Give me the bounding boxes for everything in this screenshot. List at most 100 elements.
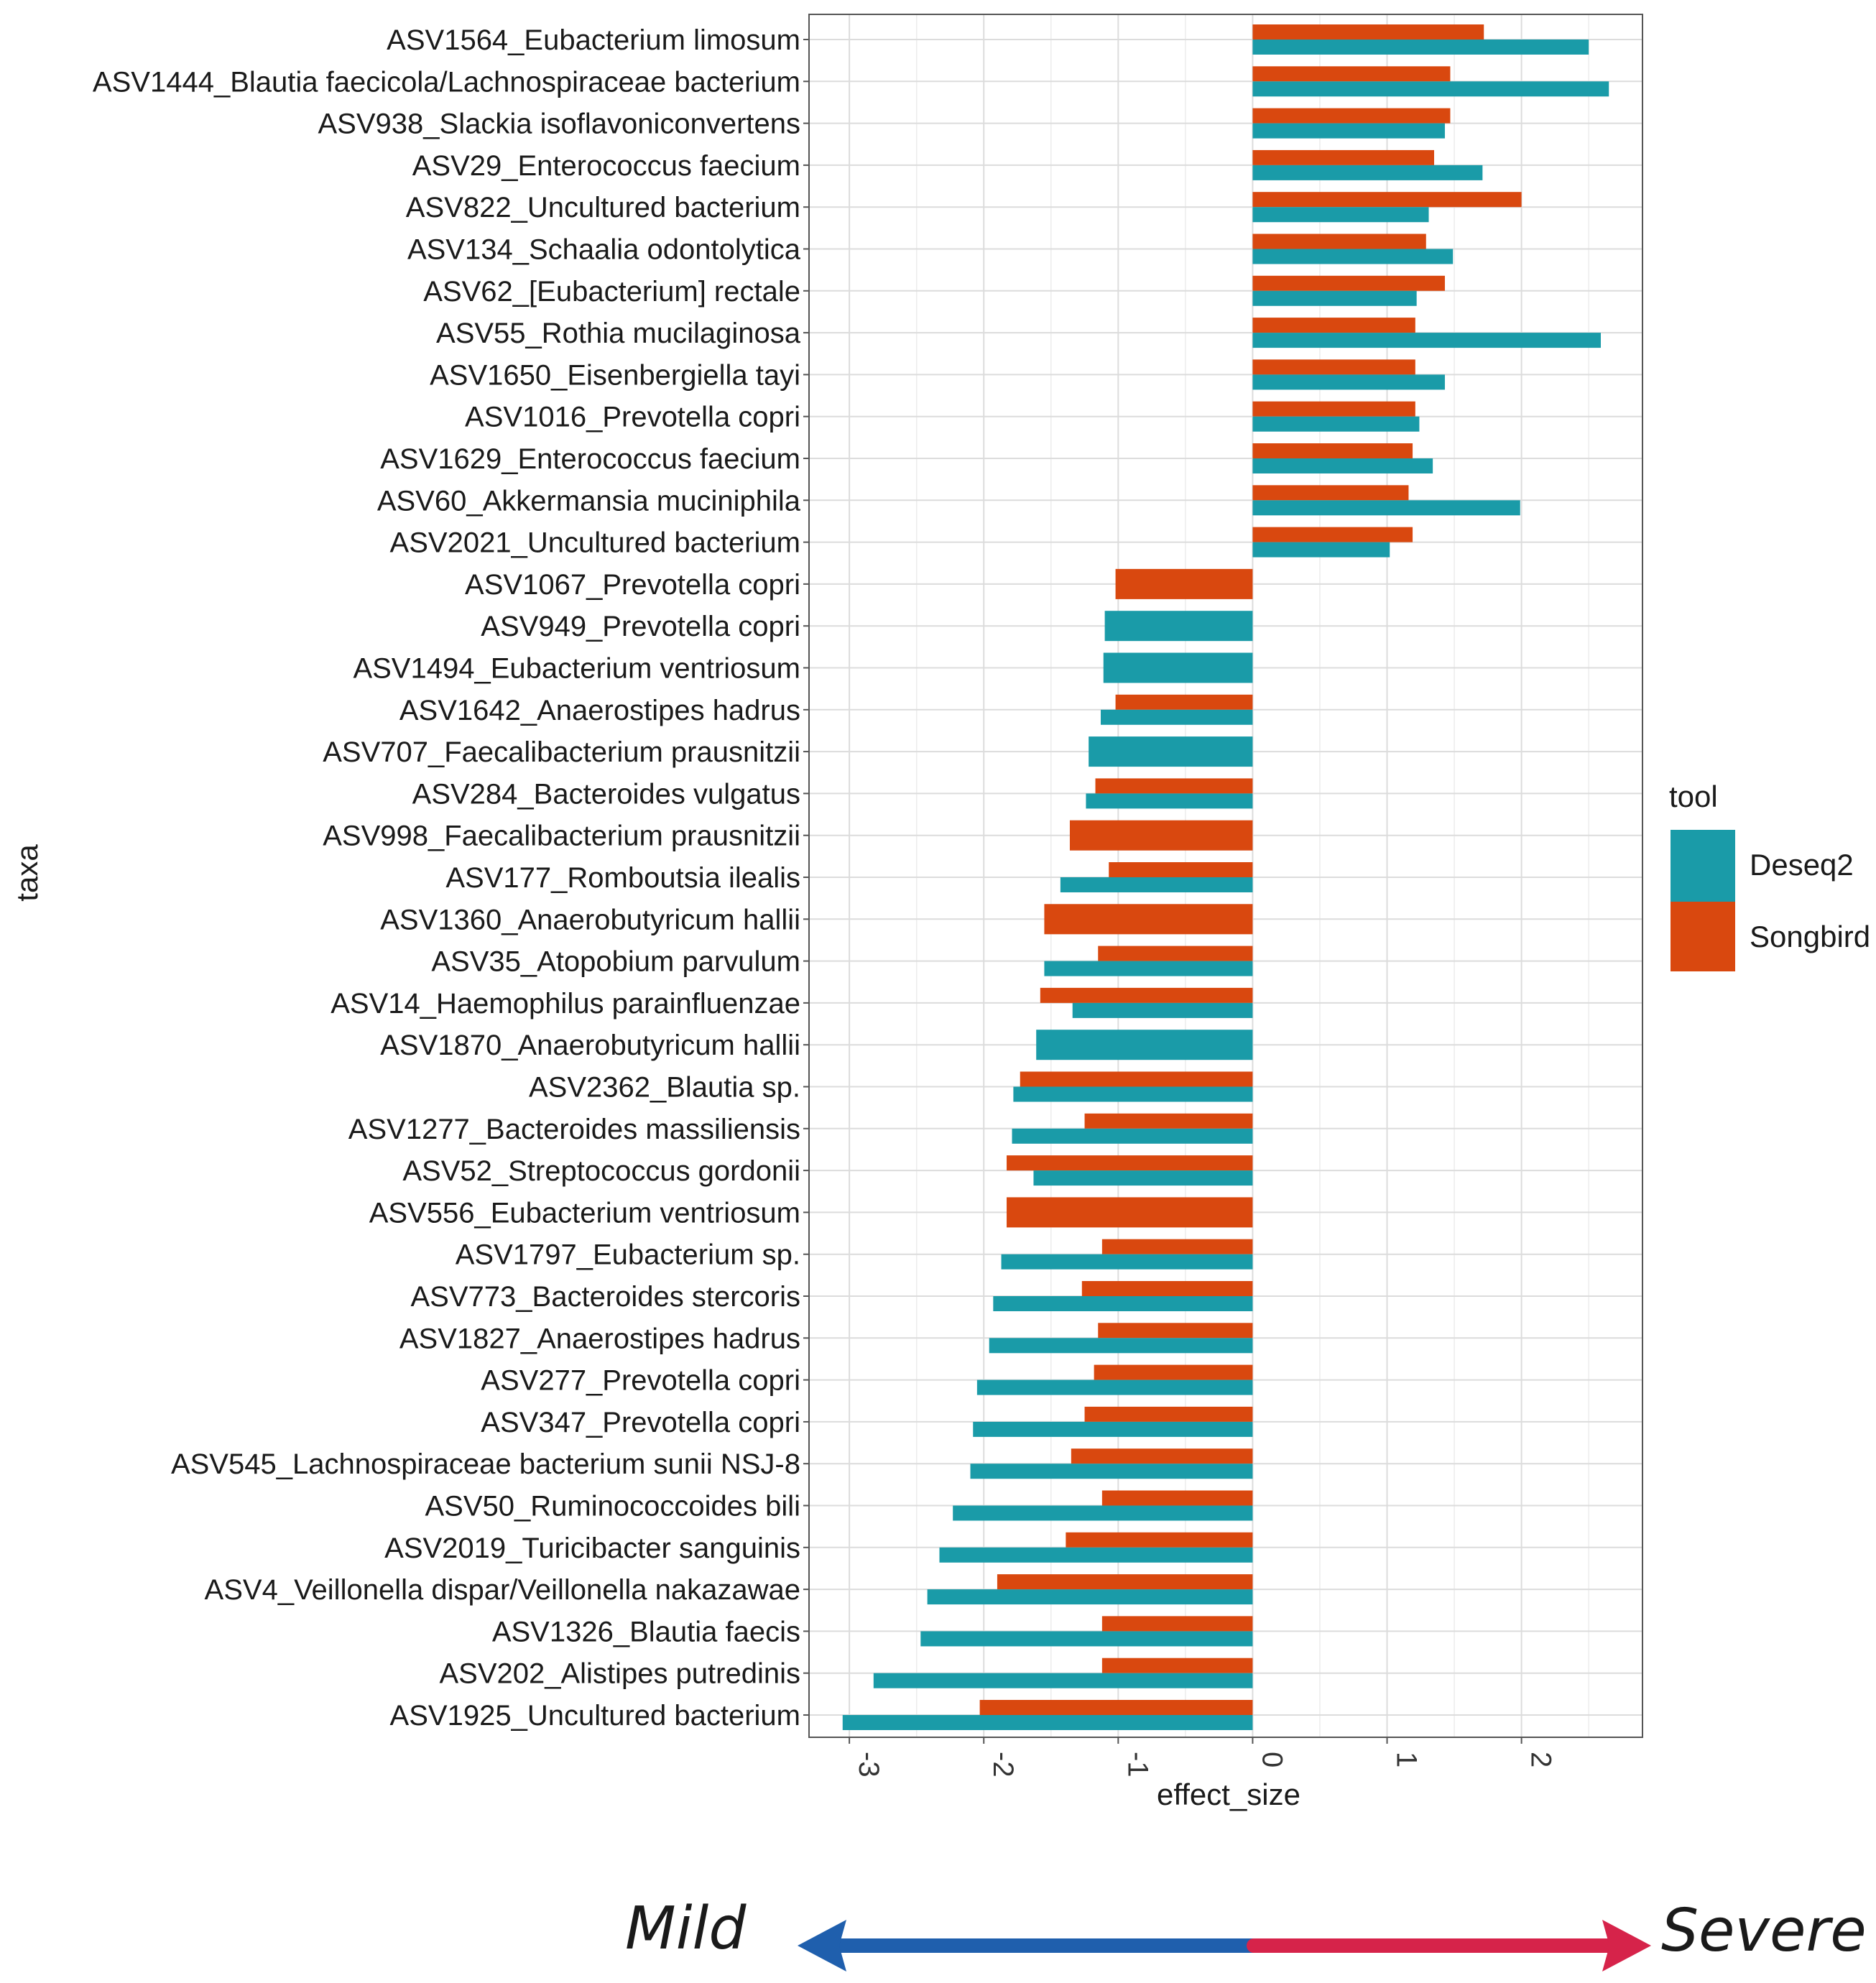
taxa-label: ASV52_Streptococcus gordonii — [402, 1155, 800, 1187]
bar-songbird — [1081, 1281, 1253, 1296]
bar-songbird — [1115, 568, 1253, 599]
bar-deseq2 — [1252, 290, 1417, 306]
taxa-labels: ASV1564_Eubacterium limosum ASV1444_Blaut… — [93, 24, 809, 1732]
bar-deseq2 — [1104, 611, 1253, 642]
bar-deseq2 — [989, 1338, 1253, 1354]
bar-songbird — [1252, 359, 1415, 375]
bar-songbird — [979, 1700, 1253, 1715]
x-tick-label: 0 — [1256, 1752, 1288, 1767]
severity-arrow: Mild Severe — [625, 1895, 1867, 1972]
taxa-label: ASV1629_Enterococcus faecium — [380, 443, 800, 475]
plot-panel — [808, 14, 1643, 1738]
x-tick-label: 1 — [1391, 1752, 1423, 1767]
bar-deseq2 — [873, 1673, 1253, 1688]
bar-songbird — [1101, 1490, 1253, 1506]
taxa-label: ASV50_Ruminococcoides bili — [425, 1491, 801, 1522]
severe-arrow-head — [1602, 1920, 1651, 1972]
taxa-label: ASV134_Schaalia odontolytica — [407, 234, 801, 266]
taxa-label: ASV4_Veillonella dispar/Veillonella naka… — [205, 1574, 800, 1606]
legend: tool Deseq2 Songbird — [1669, 780, 1870, 971]
bar-songbird — [1084, 1406, 1253, 1422]
bar-songbird — [1109, 862, 1253, 877]
taxa-label: ASV938_Slackia isoflavoniconvertens — [318, 108, 800, 140]
bar-deseq2 — [1252, 207, 1429, 223]
x-axis-title: effect_size — [1157, 1778, 1300, 1811]
bar-songbird — [1098, 946, 1253, 961]
bar-deseq2 — [1252, 123, 1445, 139]
bar-songbird — [997, 1574, 1253, 1590]
legend-label-songbird: Songbird — [1750, 920, 1870, 953]
bar-songbird — [1115, 694, 1253, 710]
taxa-label: ASV822_Uncultured bacterium — [406, 192, 800, 223]
bar-songbird — [1069, 820, 1253, 851]
taxa-label: ASV1016_Prevotella copri — [465, 402, 800, 433]
taxa-label: ASV62_[Eubacterium] rectale — [423, 276, 800, 308]
x-tick-label: -1 — [1122, 1752, 1153, 1778]
taxa-label: ASV347_Prevotella copri — [481, 1407, 800, 1438]
taxa-label: ASV1067_Prevotella copri — [465, 569, 800, 601]
bar-deseq2 — [1072, 1002, 1253, 1018]
bar-songbird — [1252, 149, 1434, 165]
bar-songbird — [1098, 1323, 1253, 1339]
taxa-label: ASV177_Romboutsia ilealis — [445, 862, 800, 894]
bar-songbird — [1040, 987, 1253, 1003]
mild-arrow-head — [798, 1920, 846, 1972]
bar-songbird — [1252, 192, 1522, 208]
taxa-label: ASV1797_Eubacterium sp. — [456, 1239, 800, 1271]
legend-swatch-songbird — [1671, 902, 1735, 971]
taxa-label: ASV2021_Uncultured bacterium — [390, 527, 800, 559]
bar-deseq2 — [1252, 333, 1601, 348]
taxa-label: ASV1277_Bacteroides massiliensis — [348, 1114, 800, 1145]
bar-songbird — [1007, 1155, 1253, 1171]
bar-songbird — [1066, 1532, 1253, 1548]
bar-deseq2 — [1089, 736, 1253, 767]
bar-deseq2 — [842, 1715, 1253, 1730]
taxa-label: ASV1326_Blautia faecis — [492, 1616, 800, 1647]
taxa-label: ASV55_Rothia mucilaginosa — [436, 318, 801, 349]
taxa-label: ASV14_Haemophilus parainfluenzae — [331, 988, 800, 1020]
taxa-label: ASV1444_Blautia faecicola/Lachnospiracea… — [93, 66, 800, 98]
bar-deseq2 — [1033, 1170, 1253, 1186]
taxa-label: ASV773_Bacteroides stercoris — [411, 1281, 801, 1313]
taxa-label: ASV1925_Uncultured bacterium — [390, 1700, 800, 1732]
x-axis-ticks: -3 -2 -1 0 1 2 — [849, 1737, 1557, 1778]
bar-deseq2 — [1012, 1128, 1253, 1144]
bar-deseq2 — [1252, 165, 1483, 180]
taxa-label: ASV2019_Turicibacter sanguinis — [384, 1533, 800, 1564]
taxa-label: ASV1642_Anaerostipes hadrus — [399, 695, 800, 726]
bar-songbird — [1094, 1364, 1253, 1380]
legend-title: tool — [1669, 780, 1718, 813]
bar-songbird — [1252, 108, 1451, 124]
bar-deseq2 — [976, 1379, 1253, 1395]
taxa-label: ASV29_Enterococcus faecium — [412, 150, 800, 182]
bar-songbird — [1007, 1197, 1253, 1228]
taxa-label: ASV556_Eubacterium ventriosum — [369, 1197, 800, 1229]
bar-deseq2 — [1103, 652, 1253, 683]
bar-deseq2 — [973, 1421, 1253, 1437]
bars — [842, 24, 1609, 1730]
bar-deseq2 — [1252, 416, 1420, 432]
x-tick-label: -3 — [853, 1752, 884, 1778]
taxa-label: ASV949_Prevotella copri — [481, 611, 800, 642]
bar-deseq2 — [920, 1631, 1253, 1647]
bar-songbird — [1101, 1658, 1253, 1673]
x-tick-label: -2 — [987, 1752, 1019, 1778]
taxa-label: ASV284_Bacteroides vulgatus — [412, 778, 800, 810]
bar-songbird — [1084, 1113, 1253, 1129]
taxa-label: ASV35_Atopobium parvulum — [431, 946, 800, 978]
bar-songbird — [1101, 1616, 1253, 1632]
bar-songbird — [1252, 401, 1415, 417]
bar-deseq2 — [1060, 877, 1253, 892]
bar-deseq2 — [1252, 458, 1433, 473]
bar-deseq2 — [939, 1547, 1253, 1563]
bar-deseq2 — [1252, 500, 1520, 516]
mild-label: Mild — [625, 1895, 747, 1963]
taxa-label: ASV545_Lachnospiraceae bacterium sunii N… — [171, 1448, 800, 1480]
bar-deseq2 — [1252, 249, 1454, 264]
bar-songbird — [1252, 24, 1484, 40]
taxa-label: ASV1360_Anaerobutyricum hallii — [380, 904, 800, 935]
bar-deseq2 — [993, 1296, 1253, 1311]
legend-swatch-deseq2 — [1671, 830, 1735, 902]
taxa-label: ASV1870_Anaerobutyricum hallii — [380, 1030, 800, 1061]
